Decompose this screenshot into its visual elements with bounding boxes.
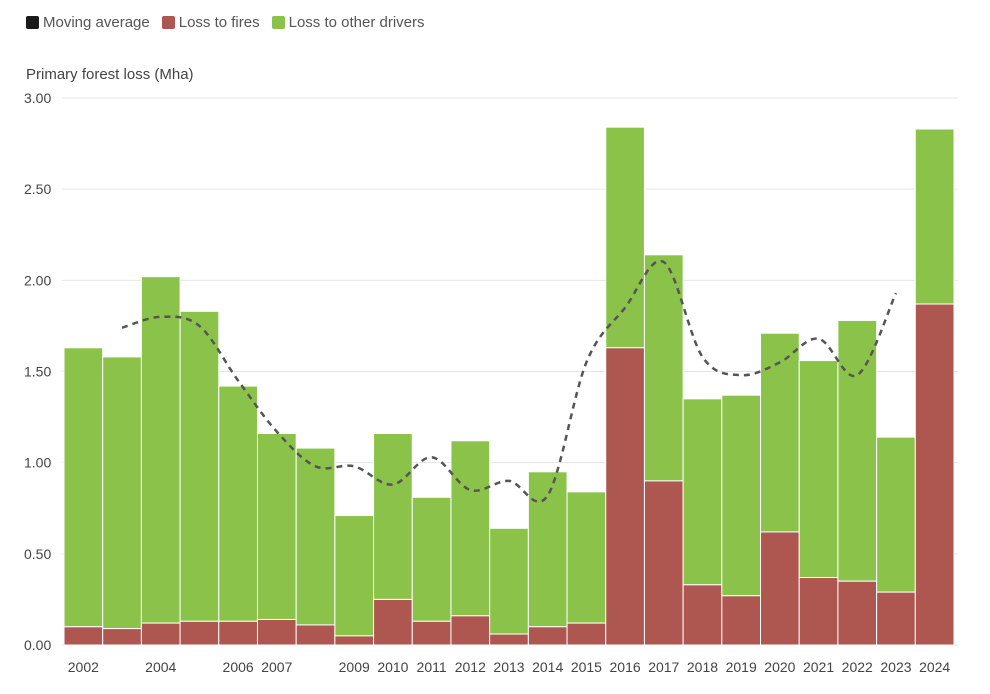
bar-fires — [295, 624, 336, 646]
bar-other-drivers — [334, 515, 375, 637]
y-tick-label: 1.50 — [24, 364, 51, 380]
x-tick-label: 2024 — [919, 659, 950, 675]
bar-fires — [450, 615, 491, 646]
bar-other-drivers — [179, 310, 220, 622]
x-tick-label: 2004 — [145, 659, 176, 675]
x-tick-label: 2019 — [726, 659, 757, 675]
bar-other-drivers — [914, 128, 955, 305]
bar-fires — [334, 635, 375, 646]
bar-fires — [605, 347, 645, 646]
x-tick-label: 2021 — [803, 659, 834, 675]
bar-other-drivers — [721, 394, 762, 597]
bar-other-drivers — [373, 432, 413, 600]
legend-swatch-moving-average — [26, 16, 39, 29]
bar-fires — [140, 622, 181, 646]
x-tick-label: 2017 — [648, 659, 679, 675]
bar-fires — [760, 531, 800, 646]
bar-other-drivers — [837, 319, 878, 582]
y-tick-label: 0.50 — [24, 546, 51, 562]
legend-label-fires: Loss to fires — [178, 14, 260, 31]
x-tick-label: 2012 — [455, 659, 486, 675]
bar-other-drivers — [605, 126, 645, 349]
chart-legend: Moving average Loss to fires Loss to oth… — [26, 14, 425, 31]
bar-other-drivers — [682, 398, 723, 586]
legend-label-other-drivers: Loss to other drivers — [288, 14, 425, 31]
x-tick-label: 2009 — [339, 659, 370, 675]
bar-other-drivers — [140, 276, 181, 624]
bar-fires — [876, 591, 916, 646]
bar-other-drivers — [876, 436, 916, 593]
bar-other-drivers — [760, 332, 800, 533]
x-tick-label: 2011 — [417, 659, 447, 675]
bar-fires — [682, 584, 723, 646]
x-tick-label: 2014 — [532, 659, 563, 675]
y-tick-label: 2.50 — [24, 181, 51, 197]
bar-other-drivers — [450, 440, 491, 617]
bar-fires — [411, 620, 452, 646]
bar-fires — [179, 620, 220, 646]
legend-label-moving-average: Moving average — [43, 14, 150, 31]
bar-other-drivers — [566, 491, 607, 624]
bar-fires — [489, 633, 529, 646]
bar-other-drivers — [63, 347, 104, 628]
x-tick-label: 2022 — [842, 659, 873, 675]
moving-average-line — [121, 259, 898, 503]
bar-other-drivers — [218, 385, 258, 622]
x-tick-label: 2015 — [571, 659, 602, 675]
bar-fires — [643, 480, 684, 646]
x-tick-label: 2016 — [610, 659, 641, 675]
y-tick-label: 3.00 — [24, 90, 51, 106]
bar-fires — [721, 595, 762, 646]
bar-other-drivers — [489, 527, 529, 635]
bar-other-drivers — [256, 432, 297, 620]
legend-swatch-fires — [161, 16, 175, 29]
y-tick-label: 1.00 — [24, 455, 51, 471]
bar-fires — [527, 626, 568, 646]
legend-item-fires[interactable]: Loss to fires — [161, 14, 260, 31]
legend-swatch-other-drivers — [271, 16, 285, 29]
x-tick-label: 2006 — [223, 659, 254, 675]
bar-other-drivers — [527, 471, 568, 628]
legend-item-other-drivers[interactable]: Loss to other drivers — [271, 14, 425, 31]
x-tick-label: 2007 — [261, 659, 292, 675]
bar-other-drivers — [295, 447, 336, 626]
y-tick-label: 0.00 — [24, 637, 51, 653]
bar-fires — [373, 598, 413, 646]
bar-fires — [798, 577, 839, 646]
bar-fires — [63, 626, 104, 646]
bar-fires — [218, 620, 258, 646]
legend-item-moving-average[interactable]: Moving average — [26, 14, 150, 31]
bar-fires — [837, 580, 878, 646]
x-tick-label: 2010 — [377, 659, 408, 675]
bar-other-drivers — [102, 356, 142, 630]
x-tick-label: 2020 — [764, 659, 795, 675]
bar-fires — [102, 628, 142, 646]
x-tick-label: 2002 — [68, 659, 99, 675]
bar-other-drivers — [798, 360, 839, 579]
x-tick-label: 2018 — [687, 659, 718, 675]
x-tick-label: 2013 — [493, 659, 524, 675]
bar-fires — [256, 618, 297, 646]
bar-fires — [566, 622, 607, 646]
bar-fires — [914, 303, 955, 646]
y-tick-label: 2.00 — [24, 272, 51, 288]
x-tick-label: 2023 — [880, 659, 911, 675]
bar-other-drivers — [411, 496, 452, 622]
y-axis-title: Primary forest loss (Mha) — [26, 66, 194, 83]
